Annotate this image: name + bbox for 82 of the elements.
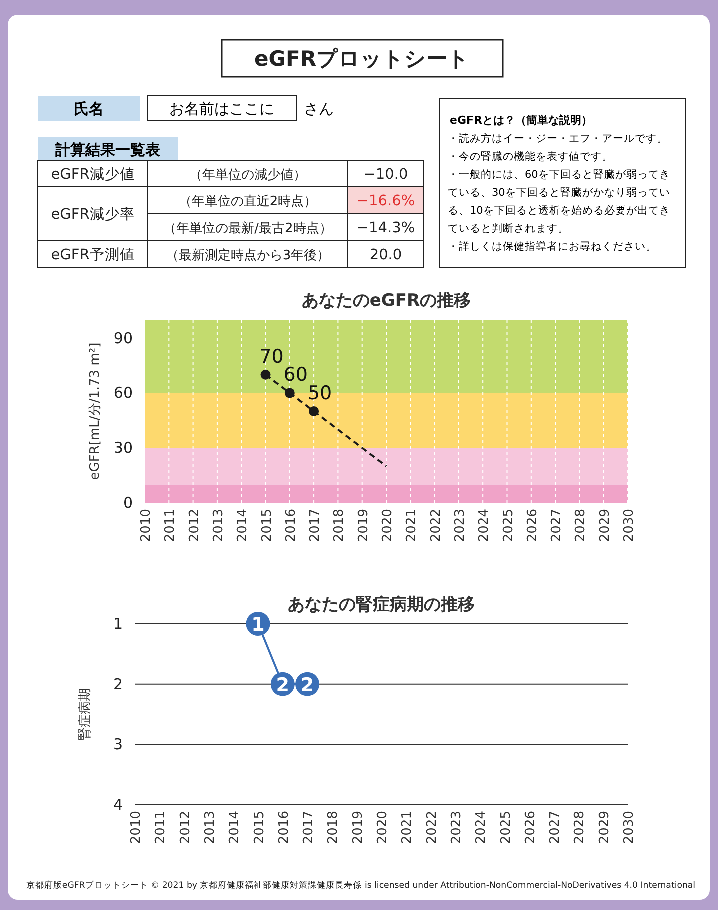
x-tick-label: 2026	[525, 509, 540, 542]
x-tick-label: 2018	[332, 509, 348, 542]
x-tick-label: 2015	[252, 811, 268, 844]
x-tick-label: 2028	[572, 811, 588, 844]
x-tick-label: 2016	[284, 509, 299, 542]
text: 計算結果一覧表	[54, 141, 162, 159]
y-tick-label: 1	[113, 615, 123, 633]
text: eGFR予測値	[51, 246, 135, 264]
x-tick-label: 2026	[523, 811, 538, 844]
x-tick-label: 2010	[139, 509, 154, 542]
x-tick-label: 2015	[260, 509, 275, 542]
text: ・読み方はイー・ジー・エフ・アールです。	[448, 132, 668, 145]
x-tick-label: 2024	[477, 509, 492, 542]
data-label: 50	[308, 382, 332, 404]
data-label: 2	[300, 674, 314, 696]
text: （年単位の減少値）	[190, 168, 306, 183]
x-tick-label: 2014	[228, 811, 243, 844]
x-tick-label: 2011	[154, 811, 169, 844]
data-label: 70	[260, 346, 284, 368]
text: eGFR減少値	[51, 166, 135, 183]
text: −14.3%	[356, 220, 416, 236]
text: ・一般的には、60を下回ると腎臓が弱ってきている、30を下回ると腎臓がかなり弱っている、10を下回ると透析を始める必要が出てきていると判断されます。	[448, 168, 670, 235]
x-tick-label: 2021	[404, 509, 420, 542]
text: （年単位の直近2時点）	[178, 194, 318, 210]
y-tick-label: 4	[113, 796, 123, 814]
text: 氏名	[74, 100, 104, 118]
text: （年単位の最新/最古2時点）	[164, 222, 332, 236]
chart-title: あなたのeGFRの推移	[302, 291, 472, 311]
y-axis-title: eGFR[mL/分/1.73 m²]	[88, 342, 103, 480]
x-tick-label: 2027	[548, 811, 564, 844]
data-label: 1	[252, 614, 265, 636]
x-tick-label: 2019	[350, 811, 366, 844]
x-tick-label: 2016	[276, 811, 292, 844]
text: −16.6%	[356, 194, 416, 210]
x-tick-label: 2025	[498, 811, 514, 844]
x-tick-label: 2030	[622, 811, 637, 844]
chart-title: あなたの腎症病期の推移	[288, 595, 475, 615]
x-tick-label: 2028	[574, 509, 589, 542]
x-tick-label: 2024	[474, 811, 490, 844]
text: さん	[304, 100, 334, 118]
y-axis-title: 腎症病期	[78, 688, 93, 740]
x-tick-label: 2020	[380, 509, 396, 542]
x-tick-label: 2027	[550, 509, 565, 542]
x-tick-label: 2011	[163, 509, 178, 542]
x-tick-label: 2025	[501, 509, 516, 542]
x-tick-label: 2017	[308, 509, 324, 542]
x-tick-label: 2012	[178, 811, 194, 844]
text: ・今の腎臓の機能を表す値です。	[448, 150, 613, 163]
text: 京都府版eGFRプロットシート © 2021 by 京都府健康福祉部健康対策課健康長寿係 is licensed under Attribution-NonCommercial-NoDerivatives 4.0 International	[26, 880, 696, 891]
x-tick-label: 2022	[428, 509, 444, 542]
text: eGFRとは？（簡単な説明）	[450, 114, 592, 127]
x-tick-label: 2021	[400, 811, 416, 844]
y-tick-label: 90	[114, 329, 133, 348]
x-tick-label: 2013	[211, 509, 226, 542]
x-tick-label: 2029	[597, 811, 612, 844]
x-tick-label: 2014	[236, 509, 251, 542]
y-tick-label: 2	[113, 675, 123, 694]
y-tick-label: 60	[114, 384, 133, 402]
x-tick-label: 2012	[187, 509, 202, 542]
text: お名前はここに	[170, 100, 274, 118]
data-label: 2	[276, 674, 290, 696]
x-tick-label: 2030	[622, 509, 637, 542]
x-tick-label: 2022	[424, 811, 440, 844]
x-tick-label: 2029	[598, 509, 613, 542]
y-tick-label: 0	[123, 494, 133, 512]
y-tick-label: 3	[113, 736, 123, 754]
x-tick-label: 2013	[202, 811, 218, 844]
x-tick-label: 2010	[129, 811, 144, 844]
x-tick-label: 2019	[356, 509, 372, 542]
x-tick-label: 2023	[452, 509, 468, 542]
text: （最新測定時点から3年後）	[166, 248, 330, 264]
x-tick-label: 2020	[376, 811, 390, 844]
text: eGFRプロットシート	[254, 47, 470, 71]
text: eGFR減少率	[51, 206, 135, 223]
data-label: 60	[284, 364, 308, 386]
text: 20.0	[370, 248, 402, 264]
y-tick-label: 30	[114, 439, 133, 458]
x-tick-label: 2023	[449, 811, 464, 844]
x-tick-label: 2018	[326, 811, 342, 844]
x-tick-label: 2017	[302, 811, 317, 844]
text: −10.0	[364, 167, 408, 183]
text: ・詳しくは保健指導者にお尋ねください。	[448, 240, 657, 253]
